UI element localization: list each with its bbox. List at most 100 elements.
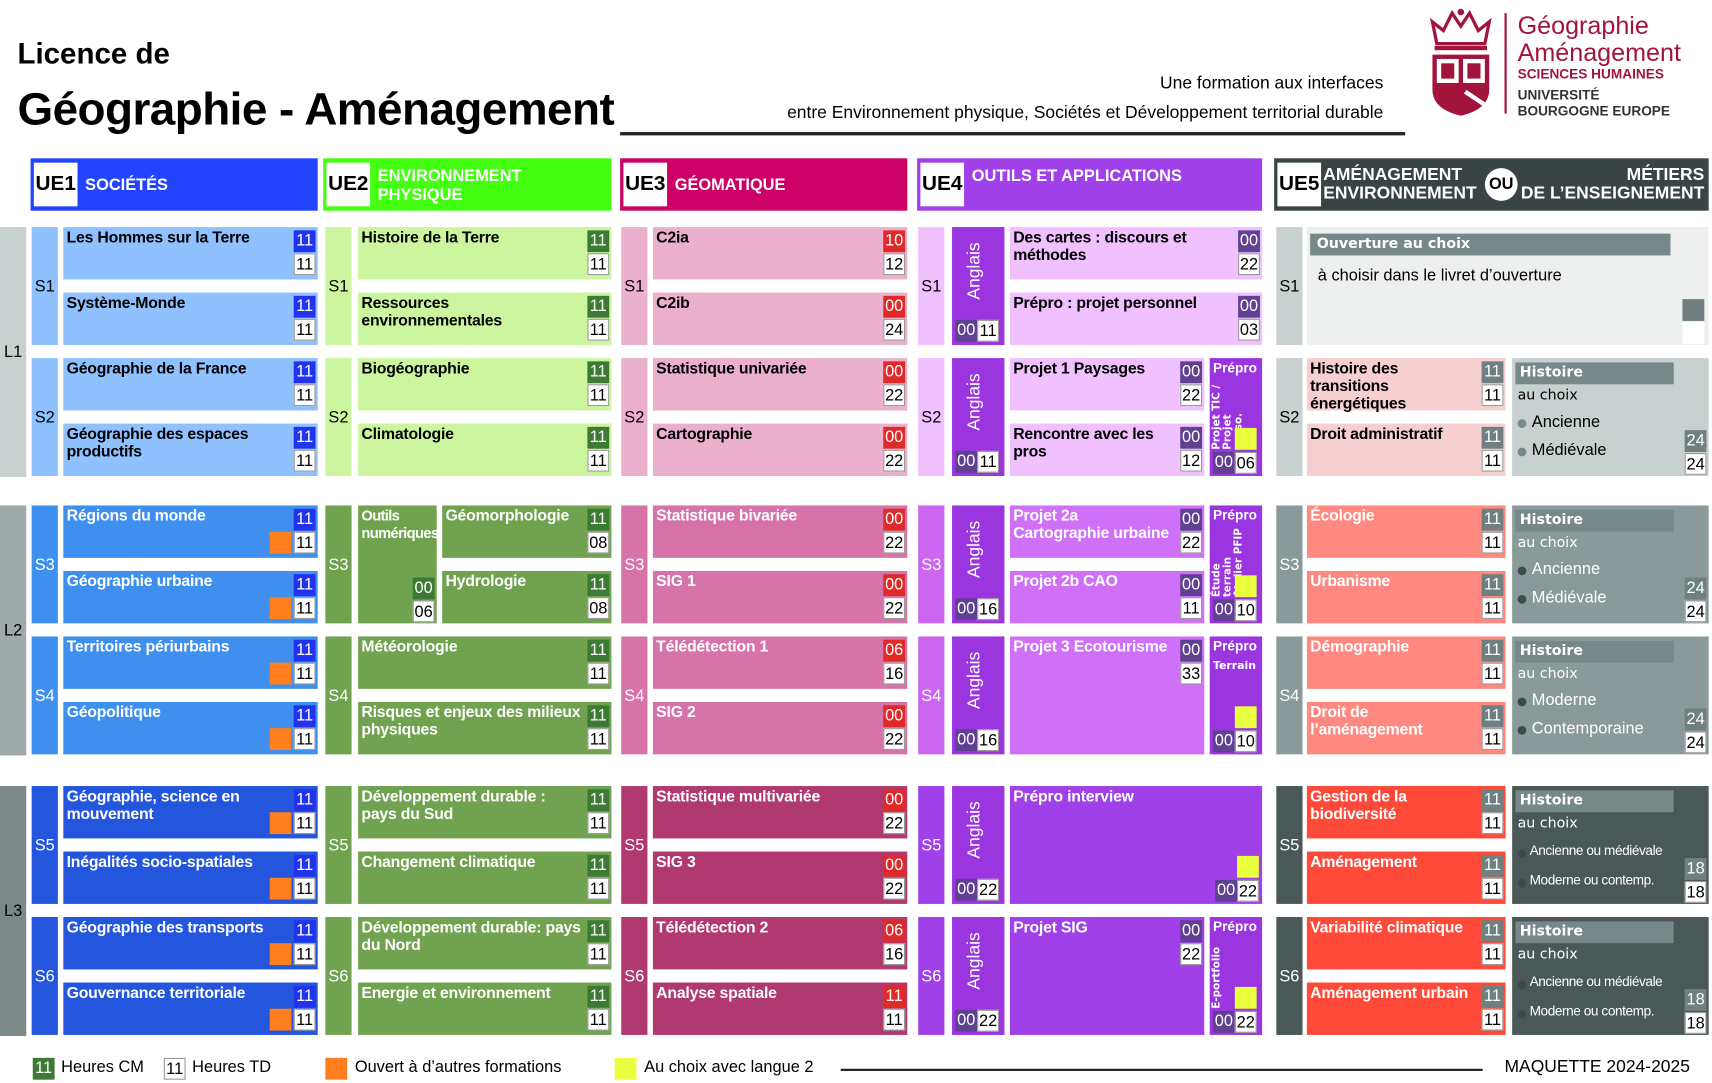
hours-cm-badge: 11 <box>293 705 316 728</box>
hours-td-badge: 11 <box>587 449 610 472</box>
hours-td-badge: 08 <box>587 531 610 554</box>
hours-td-badge: 11 <box>1481 728 1504 750</box>
course-name: Développement durable : pays du Sud <box>361 788 546 824</box>
semester-label-S6: S6 <box>621 917 648 1035</box>
english-label: Anglais <box>965 373 984 431</box>
prepro-title: Prépro <box>1212 919 1257 935</box>
ue-code: UE2 <box>326 162 371 207</box>
course-card: Energie et environnement <box>358 982 612 1035</box>
semester-label-S1: S1 <box>918 227 945 345</box>
hours-cm-badge: 11 <box>1481 508 1504 531</box>
hours-td-badge: 11 <box>1481 877 1504 900</box>
hours-td-badge: 22 <box>883 384 906 407</box>
course-card: Projet 1 Paysages <box>1009 358 1205 411</box>
year-label-L1: L1 <box>0 227 27 478</box>
hours-cm-badge: 00 <box>883 426 906 449</box>
history-option: Contemporaine <box>1531 719 1644 738</box>
opening-elective-card: Ouverture au choix à choisir dans le livr… <box>1306 227 1709 345</box>
hours-cm-badge: 11 <box>587 426 610 449</box>
history-title: Histoire <box>1515 921 1674 944</box>
semester-label-S3: S3 <box>621 505 648 624</box>
hours-cm-badge: 11 <box>293 508 316 531</box>
course-name: SIG 2 <box>656 704 696 722</box>
hours-td-badge: 22 <box>977 878 999 901</box>
semester-label-S3: S3 <box>1276 505 1303 624</box>
semester-label-S1: S1 <box>31 227 58 345</box>
hours-cm-badge: 11 <box>293 361 316 384</box>
course-card: Développement durable : pays du Sud <box>358 786 612 839</box>
course-card: Prépro : projet personnel <box>1009 292 1263 345</box>
hours-cm-badge: 00 <box>883 705 906 728</box>
hours-cm-badge: 00 <box>1180 426 1203 449</box>
english-label: Anglais <box>965 932 984 990</box>
semester-label-S1: S1 <box>621 227 648 345</box>
hours-td-badge: 11 <box>587 318 610 341</box>
history-subtitle: au choix <box>1517 387 1578 404</box>
hours-td-badge: 11 <box>587 384 610 407</box>
course-name: C2ib <box>656 294 690 313</box>
ue-title-left: AMÉNAGEMENT ENVIRONNEMENT <box>1323 165 1477 204</box>
history-title: Histoire <box>1515 362 1674 385</box>
history-option: Ancienne ou médiévale <box>1529 842 1663 859</box>
hours-cm-badge: 18 <box>1684 989 1707 1011</box>
course-name: Statistique multivariée <box>656 788 821 806</box>
course-name: SIG 3 <box>656 853 696 872</box>
course-card: Cartographie <box>652 423 908 476</box>
history-subtitle: au choix <box>1517 815 1578 832</box>
course-name: Géopolitique <box>66 704 161 722</box>
open-to-other-programs-marker <box>269 877 292 900</box>
hours-td-badge: 22 <box>883 531 906 554</box>
course-card: Hydrologie <box>442 570 612 624</box>
hours-cm-badge: 11 <box>293 854 316 877</box>
hours-td-badge: 22 <box>1180 531 1203 554</box>
course-name: Projet 3 Ecotourisme <box>1013 638 1168 657</box>
course-name: Climatologie <box>361 425 454 444</box>
english-label: Anglais <box>965 242 984 300</box>
course-card: Météorologie <box>358 636 612 689</box>
hours-td-badge: 11 <box>1481 943 1504 966</box>
course-card: Analyse spatiale <box>652 982 908 1035</box>
semester-label-S6: S6 <box>325 917 352 1035</box>
course-name: Droit administratif <box>1310 425 1443 444</box>
semester-label-S4: S4 <box>325 636 352 755</box>
semester-label-S2: S2 <box>1276 358 1303 476</box>
course-name: Rencontre avec les pros <box>1013 425 1154 461</box>
hours-cm-badge: 11 <box>1481 854 1504 877</box>
hours-td-badge: 22 <box>883 728 906 750</box>
logo-text-2: Aménagement <box>1517 38 1681 67</box>
course-card: Rencontre avec les pros <box>1009 423 1205 476</box>
history-option: Médiévale <box>1531 441 1607 460</box>
hours-cm-badge: 11 <box>293 920 316 943</box>
course-card: SIG 2 <box>652 701 908 755</box>
ue-title: OUTILS ET APPLICATIONS <box>971 167 1182 186</box>
hours-cm-badge: 11 <box>293 295 316 318</box>
course-card: Géographie des espaces productifs <box>63 423 318 476</box>
course-card: Statistique bivariée <box>652 505 908 558</box>
course-card: Écologie <box>1306 505 1506 558</box>
hours-cm-badge: 24 <box>1684 577 1707 600</box>
ue-title-right: MÉTIERS DE L’ENSEIGNEMENT <box>1520 165 1705 204</box>
legend-cm-swatch: 11 <box>32 1057 55 1080</box>
legend-td-swatch: 11 <box>163 1057 186 1080</box>
hours-cm-badge <box>1682 299 1705 321</box>
semester-label-S4: S4 <box>621 636 648 755</box>
or-badge: OU <box>1484 168 1518 201</box>
history-option-bullet <box>1517 849 1527 859</box>
hours-cm-badge: 11 <box>293 789 316 812</box>
course-card: Climatologie <box>358 423 612 476</box>
hours-td-badge: 24 <box>883 318 906 341</box>
course-card: Droit administratif <box>1306 423 1506 476</box>
hours-cm-badge: 00 <box>955 1009 978 1032</box>
hours-cm-badge: 00 <box>955 598 978 621</box>
course-name: Energie et environnement <box>361 984 551 1003</box>
hours-td-badge: 06 <box>412 600 435 623</box>
hours-cm-badge: 00 <box>883 361 906 384</box>
hours-td-badge: 24 <box>1684 731 1707 754</box>
history-option-bullet <box>1517 1009 1527 1019</box>
semester-label-S5: S5 <box>1276 786 1303 904</box>
semester-label-S3: S3 <box>918 505 945 624</box>
hours-td-badge: 16 <box>883 943 906 966</box>
history-subtitle: au choix <box>1517 534 1578 552</box>
hours-td-badge: 10 <box>1234 599 1257 622</box>
